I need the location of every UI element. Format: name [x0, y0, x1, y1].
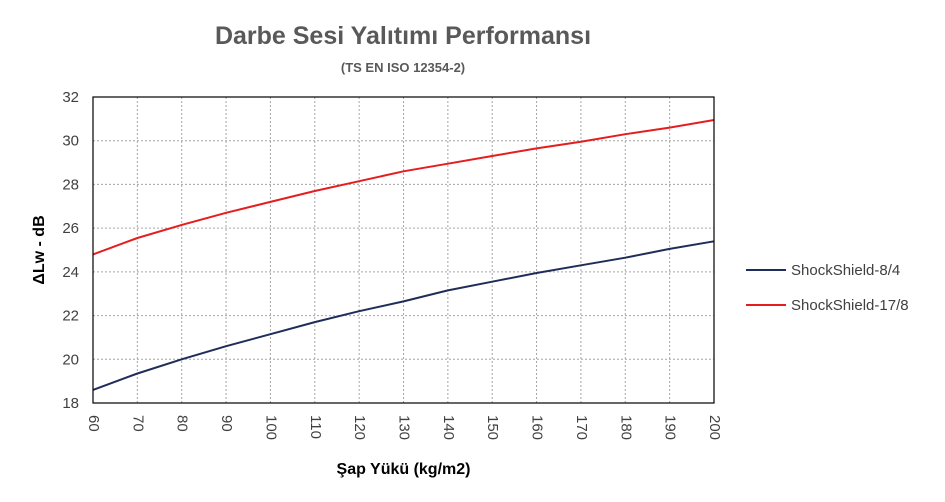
- legend-label: ShockShield-8/4: [791, 262, 900, 279]
- x-tick-label: 70: [129, 415, 146, 432]
- x-tick-label: 200: [706, 415, 723, 440]
- chart-subtitle: (TS EN ISO 12354-2): [340, 60, 466, 75]
- y-tick-label: 30: [62, 133, 79, 150]
- legend-label: ShockShield-17/8: [791, 297, 909, 314]
- legend: ShockShield-8/4 ShockShield-17/8: [746, 262, 909, 314]
- y-tick-label: 24: [62, 264, 79, 281]
- x-tick-label: 100: [262, 415, 279, 440]
- plot-area-border: [92, 96, 715, 404]
- y-tick-label: 20: [62, 351, 79, 368]
- y-tick-labels: 18 20 22 24 26 28 30 32: [62, 89, 79, 412]
- y-axis-title: ΔLw - dB: [31, 215, 48, 284]
- y-tick-label: 28: [62, 176, 79, 193]
- x-tick-label: 130: [396, 415, 413, 440]
- y-tick-label: 22: [62, 308, 79, 325]
- series-line-2: [92, 119, 715, 256]
- x-tick-label: 180: [617, 415, 634, 440]
- x-tick-label: 110: [307, 415, 324, 439]
- x-tick-label: 60: [85, 415, 102, 432]
- x-axis-title: Şap Yükü (kg/m2): [337, 461, 471, 478]
- x-tick-label: 90: [218, 415, 235, 432]
- y-tick-label: 18: [62, 395, 79, 412]
- y-tick-label: 32: [62, 89, 79, 106]
- x-tick-label: 120: [351, 415, 368, 440]
- x-tick-label: 150: [484, 415, 501, 440]
- chart-title: Darbe Sesi Yalıtımı Performansı: [214, 22, 592, 50]
- x-tick-labels: 60 70 80 90 100 110 120 130 140 150 160 170 180 190 20…: [85, 415, 723, 440]
- series-lines: [92, 119, 715, 391]
- y-tick-label: 26: [62, 220, 79, 237]
- x-tick-label: 190: [662, 415, 679, 440]
- x-tick-label: 170: [573, 415, 590, 440]
- x-tick-label: 160: [529, 415, 546, 440]
- series-line-1: [92, 240, 715, 391]
- x-tick-label: 140: [440, 415, 457, 440]
- x-tick-label: 80: [174, 415, 191, 432]
